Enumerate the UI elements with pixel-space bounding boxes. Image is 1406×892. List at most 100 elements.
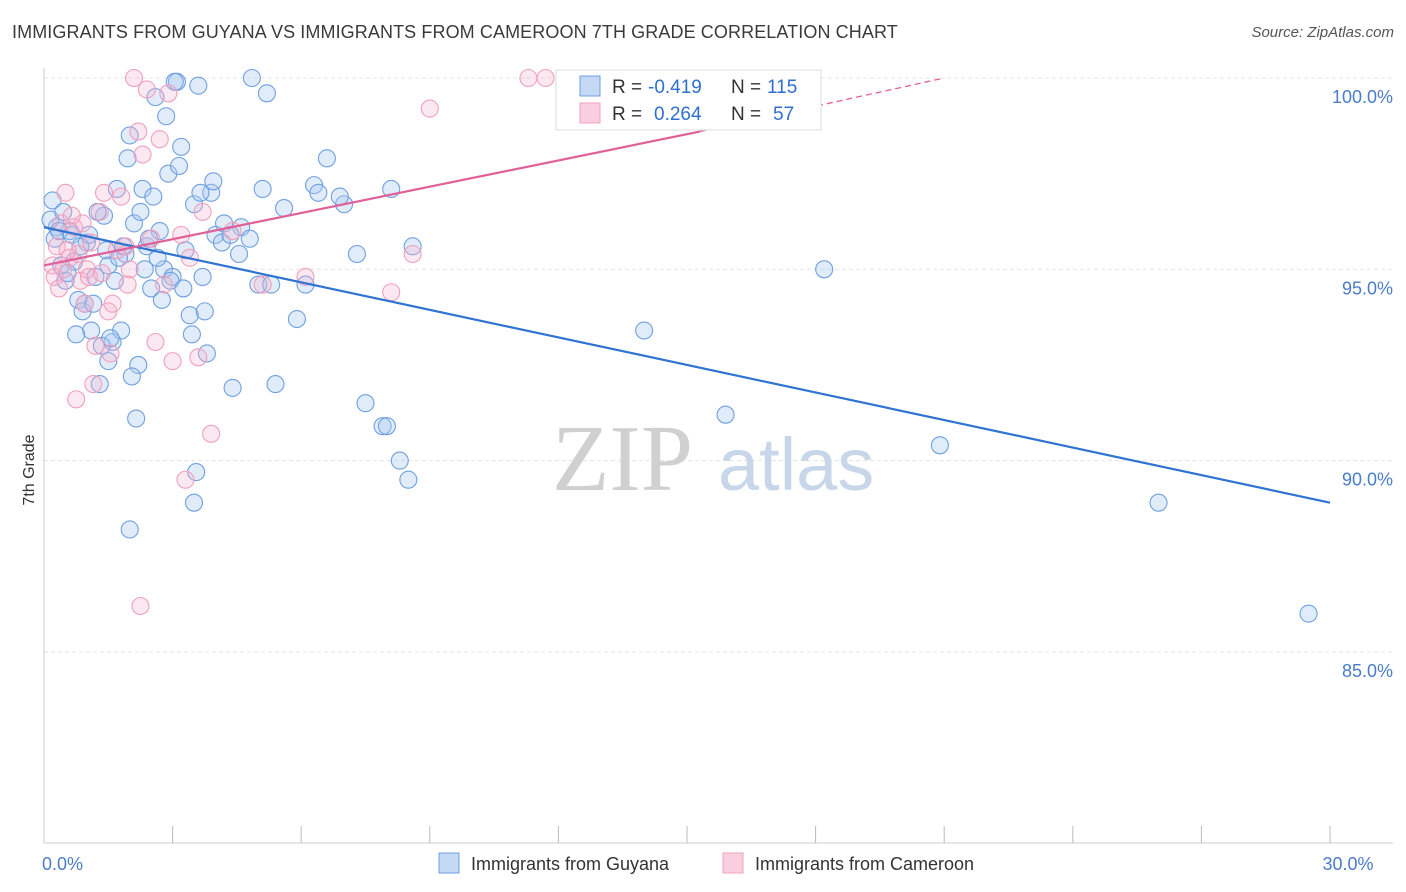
point-cameroon-12 xyxy=(94,183,114,202)
watermark-zip: ZIP xyxy=(552,407,693,511)
point-cameroon-52 xyxy=(101,344,120,363)
x-tick-label-0: 0.0% xyxy=(42,854,83,874)
point-cameroon-25 xyxy=(150,130,169,149)
point-cameroon-47 xyxy=(71,271,90,290)
point-cameroon-19 xyxy=(124,68,144,88)
point-guyana-62 xyxy=(54,202,73,221)
point-guyana-37 xyxy=(202,183,221,202)
point-cameroon-34 xyxy=(253,275,272,294)
point-cameroon-14 xyxy=(103,294,122,313)
point-guyana-40 xyxy=(223,378,242,397)
stats-n-label-guyana: N = xyxy=(731,77,761,98)
legend-swatch-guyana xyxy=(438,852,460,874)
point-guyana-56 xyxy=(399,470,418,489)
point-guyana-9 xyxy=(82,321,101,340)
point-cameroon-32 xyxy=(202,424,221,443)
point-guyana-83 xyxy=(144,187,163,206)
point-cameroon-42 xyxy=(49,279,69,298)
point-cameroon-50 xyxy=(84,375,103,394)
stats-r-label-cameroon: R = xyxy=(612,104,642,125)
point-guyana-34 xyxy=(189,76,208,95)
legend-swatch-cameroon xyxy=(722,852,744,874)
point-cameroon-5 xyxy=(64,218,84,237)
point-guyana-21 xyxy=(133,179,152,199)
point-cameroon-44 xyxy=(58,241,77,260)
point-guyana-80 xyxy=(131,202,150,221)
point-guyana-106 xyxy=(120,520,139,539)
y-tick-label-2: 90.0% xyxy=(1342,470,1393,490)
y-axis-label: 7th Grade xyxy=(21,434,38,505)
point-cameroon-53 xyxy=(118,275,137,294)
stats-r-value-guyana: -0.419 xyxy=(648,77,702,98)
point-guyana-94 xyxy=(195,302,214,321)
chart-source: Source: ZipAtlas.com xyxy=(1251,24,1394,41)
point-guyana-19 xyxy=(124,214,144,233)
point-cameroon-3 xyxy=(56,183,75,202)
grid-lines xyxy=(44,77,1393,653)
point-guyana-43 xyxy=(249,275,268,294)
point-cameroon-24 xyxy=(146,332,165,352)
watermark-atlas: atlas xyxy=(718,423,874,506)
point-guyana-30 xyxy=(172,137,191,156)
legend-label-guyana: Immigrants from Guyana xyxy=(471,854,670,874)
point-guyana-95 xyxy=(204,172,223,191)
point-cameroon-36 xyxy=(382,283,401,302)
point-guyana-90 xyxy=(174,279,193,298)
watermark: ZIP atlas xyxy=(552,407,874,511)
point-cameroon-27 xyxy=(159,84,178,103)
point-guyana-81 xyxy=(135,260,154,279)
point-guyana-108 xyxy=(635,321,654,340)
point-cameroon-54 xyxy=(131,596,150,616)
point-guyana-93 xyxy=(191,183,210,202)
point-guyana-91 xyxy=(182,325,201,344)
point-guyana-32 xyxy=(180,306,199,325)
point-guyana-107 xyxy=(99,352,118,371)
point-cameroon-21 xyxy=(133,145,152,164)
point-guyana-35 xyxy=(193,267,212,287)
point-guyana-36 xyxy=(197,344,216,363)
point-guyana-42 xyxy=(240,229,259,248)
point-guyana-27 xyxy=(159,164,178,183)
point-cameroon-28 xyxy=(163,352,182,371)
point-cameroon-37 xyxy=(403,244,422,264)
y-tick-label-0: 100.0% xyxy=(1332,87,1393,107)
point-guyana-111 xyxy=(930,436,949,455)
point-guyana-51 xyxy=(347,244,366,264)
point-guyana-86 xyxy=(157,107,176,126)
point-guyana-88 xyxy=(165,72,184,91)
point-guyana-16 xyxy=(112,321,131,340)
point-cameroon-38 xyxy=(420,99,439,118)
y-tick-label-3: 85.0% xyxy=(1342,661,1393,681)
stats-swatch-guyana xyxy=(579,75,601,97)
point-guyana-112 xyxy=(1149,493,1168,512)
trend-line-guyana xyxy=(43,226,1331,504)
point-cameroon-48 xyxy=(75,294,94,313)
point-cameroon-20 xyxy=(129,122,148,141)
point-cameroon-26 xyxy=(154,275,174,294)
chart-title: IMMIGRANTS FROM GUYANA VS IMMIGRANTS FRO… xyxy=(12,22,898,42)
data-points xyxy=(41,68,1318,623)
point-guyana-98 xyxy=(229,244,249,264)
point-cameroon-22 xyxy=(137,80,156,99)
point-cameroon-18 xyxy=(120,260,139,279)
point-guyana-109 xyxy=(716,405,735,424)
point-cameroon-29 xyxy=(172,225,191,244)
point-guyana-53 xyxy=(373,417,392,436)
point-cameroon-10 xyxy=(86,336,105,355)
point-cameroon-7 xyxy=(73,214,92,233)
point-cameroon-1 xyxy=(47,237,66,256)
point-guyana-85 xyxy=(152,290,171,309)
point-guyana-92 xyxy=(187,463,206,482)
point-cameroon-40 xyxy=(536,68,555,88)
point-guyana-7 xyxy=(73,302,92,321)
point-guyana-99 xyxy=(242,68,261,88)
point-guyana-78 xyxy=(122,367,141,386)
point-cameroon-11 xyxy=(90,202,109,221)
point-cameroon-16 xyxy=(112,187,131,206)
point-guyana-11 xyxy=(90,375,109,394)
point-guyana-46 xyxy=(275,199,294,218)
point-guyana-104 xyxy=(330,187,349,206)
legend: Immigrants from Guyana Immigrants from C… xyxy=(438,852,974,874)
point-guyana-89 xyxy=(169,156,189,176)
y-tick-label-1: 95.0% xyxy=(1342,278,1393,298)
